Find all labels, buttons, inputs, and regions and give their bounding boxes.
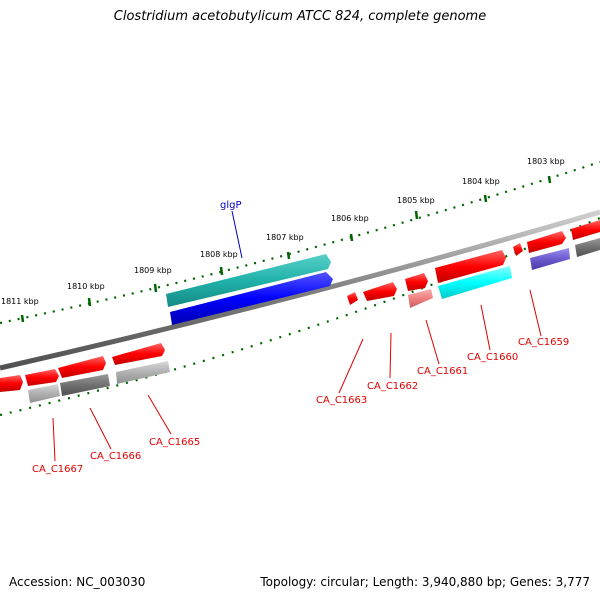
major-ticks — [20, 175, 552, 323]
gene-red-6[interactable] — [527, 231, 566, 253]
gene-label-CA_C1659[interactable]: CA_C1659 — [518, 337, 569, 348]
tick-label-1807: 1807 kbp — [266, 233, 304, 242]
gene-red-3[interactable] — [405, 273, 428, 291]
map-title: Clostridium acetobutylicum ATCC 824, com… — [113, 9, 487, 24]
gene-glgP-teal[interactable] — [166, 254, 331, 307]
tick-label-1806: 1806 kbp — [331, 214, 369, 223]
genome-backbone — [0, 209, 600, 371]
gene-lightgray-left[interactable] — [116, 361, 170, 384]
gene-gray-right[interactable] — [575, 238, 600, 257]
tick-label-1803: 1803 kbp — [527, 157, 565, 166]
gene-red-left-4[interactable] — [0, 375, 23, 392]
gene-label-CA_C1665[interactable]: CA_C1665 — [149, 437, 200, 448]
gene-red-1[interactable] — [347, 292, 358, 305]
gene-red-left-1[interactable] — [112, 343, 165, 365]
gene-label-CA_C1663[interactable]: CA_C1663 — [316, 395, 367, 406]
gene-purple[interactable] — [530, 248, 570, 270]
tick-label-1811: 1811 kbp — [1, 297, 39, 306]
gene-red-2[interactable] — [363, 282, 397, 301]
gene-label-CA_C1660[interactable]: CA_C1660 — [467, 352, 518, 363]
gene-lightgray-left-2[interactable] — [28, 384, 60, 403]
gene-label-CA_C1666[interactable]: CA_C1666 — [90, 451, 141, 462]
red-leaders — [52, 289, 542, 462]
accession-text: Accession: NC_003030 — [9, 575, 146, 589]
gene-label-glgP[interactable]: glgP — [220, 200, 242, 211]
gene-glgP-blue[interactable] — [170, 272, 333, 325]
tick-label-1805: 1805 kbp — [397, 196, 435, 205]
tick-label-1804: 1804 kbp — [462, 177, 500, 186]
gene-label-CA_C1661[interactable]: CA_C1661 — [417, 366, 468, 377]
tick-label-1810: 1810 kbp — [67, 282, 105, 291]
tick-label-1809: 1809 kbp — [134, 266, 172, 275]
tick-label-1808: 1808 kbp — [200, 250, 238, 259]
gene-red-4[interactable] — [435, 250, 506, 283]
gene-red-left-2[interactable] — [58, 356, 106, 378]
gene-gray-left[interactable] — [60, 374, 110, 396]
genome-summary-text: Topology: circular; Length: 3,940,880 bp… — [260, 575, 590, 589]
gene-label-CA_C1667[interactable]: CA_C1667 — [32, 464, 83, 475]
gene-cyan[interactable] — [438, 266, 512, 299]
gene-label-CA_C1662[interactable]: CA_C1662 — [367, 381, 418, 392]
glgP-leader — [231, 210, 243, 259]
gene-lightred[interactable] — [408, 289, 433, 308]
gene-red-left-3[interactable] — [25, 369, 59, 386]
gene-red-7[interactable] — [571, 220, 600, 240]
gene-red-5[interactable] — [513, 243, 523, 256]
